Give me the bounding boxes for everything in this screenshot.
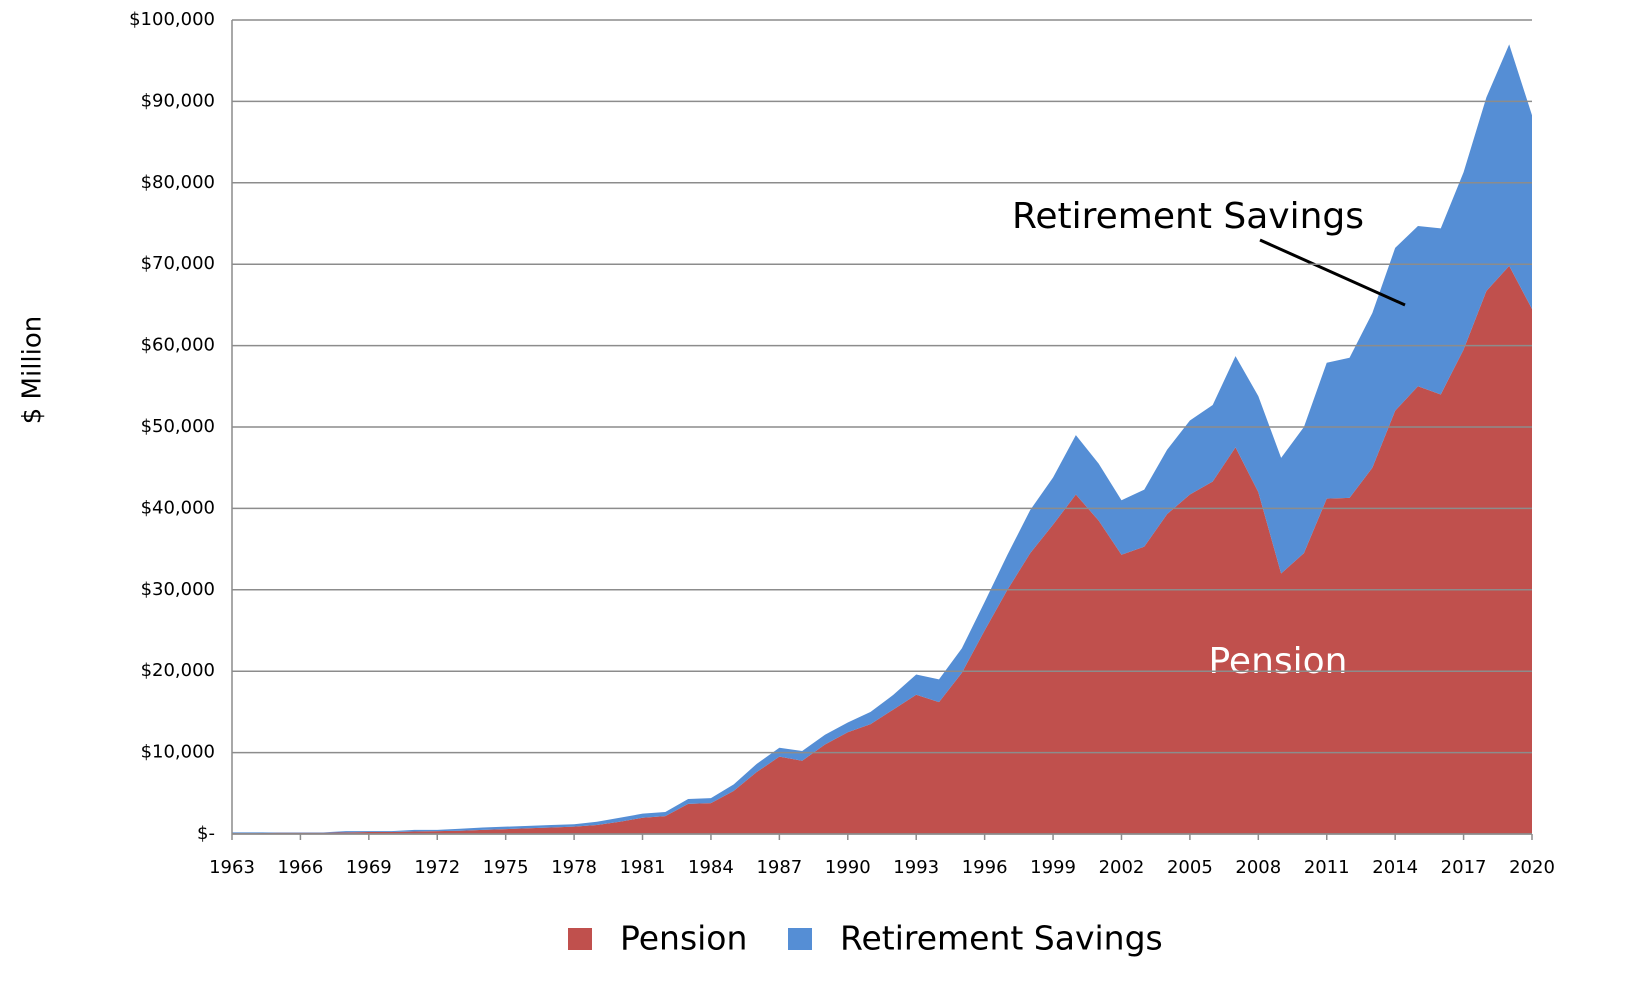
x-tick-label: 1984 [688, 857, 734, 878]
y-tick-label: $20,000 [141, 660, 215, 681]
x-tick-label: 1963 [209, 857, 255, 878]
legend-label: Pension [620, 919, 747, 958]
area [232, 44, 1532, 834]
legend-swatch [788, 928, 812, 950]
x-tick-label: 1978 [551, 857, 597, 878]
x-tick-label: 1999 [1030, 857, 1076, 878]
x-tick-label: 1975 [483, 857, 529, 878]
x-tick-label: 2002 [1099, 857, 1145, 878]
x-tick-label: 1990 [825, 857, 871, 878]
x-tick-label: 1981 [620, 857, 666, 878]
annotation: Pension [1209, 641, 1348, 682]
x-tick-label: 2011 [1304, 857, 1350, 878]
x-tick-label: 2008 [1235, 857, 1281, 878]
x-tick-label: 1993 [893, 857, 939, 878]
y-tick-label: $- [197, 823, 215, 844]
x-tick-label: 1996 [962, 857, 1008, 878]
y-tick-label: $90,000 [141, 90, 215, 111]
y-tick-label: $10,000 [141, 742, 215, 763]
annotation: Retirement Savings [1012, 196, 1364, 237]
y-tick-label: $50,000 [141, 416, 215, 437]
y-axis-label: $ Million [18, 316, 48, 425]
legend-swatch [568, 928, 592, 950]
y-tick-label: $70,000 [141, 253, 215, 274]
y-tick-label: $80,000 [141, 172, 215, 193]
y-tick-label: $100,000 [129, 9, 215, 30]
plot [232, 44, 1532, 834]
y-tick-label: $30,000 [141, 579, 215, 600]
x-tick-label: 1969 [346, 857, 392, 878]
legend-label: Retirement Savings [840, 919, 1163, 958]
x-tick-label: 2005 [1167, 857, 1213, 878]
y-tick-label: $60,000 [141, 335, 215, 356]
x-tick-label: 2020 [1509, 857, 1555, 878]
annotation-arrow [1259, 238, 1406, 307]
x-tick-label: 2017 [1441, 857, 1487, 878]
x-tick-label: 1966 [278, 857, 324, 878]
x-tick-label: 1987 [756, 857, 802, 878]
x-tick-label: 2014 [1372, 857, 1418, 878]
area [232, 265, 1532, 834]
x-tick-label: 1972 [414, 857, 460, 878]
y-tick-label: $40,000 [141, 497, 215, 518]
